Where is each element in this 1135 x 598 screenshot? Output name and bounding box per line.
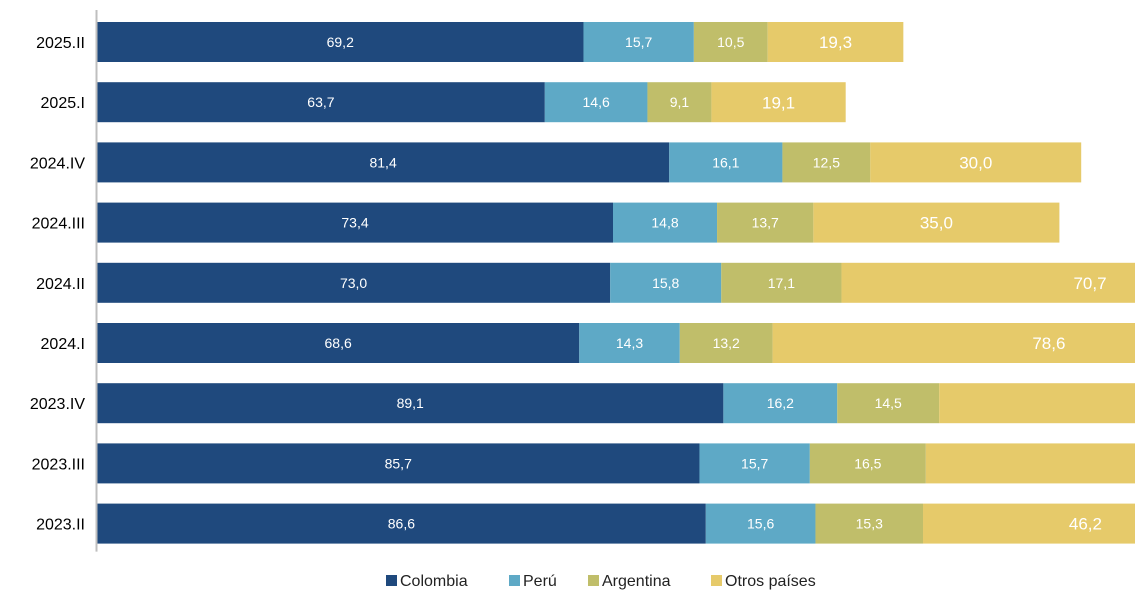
- bar-segment: [613, 202, 718, 243]
- bars-group: [97, 22, 1135, 544]
- category-label: 2025.II: [36, 35, 85, 52]
- data-label: 19,1: [762, 93, 795, 112]
- data-label: 81,4: [369, 154, 396, 170]
- bar-segment: [610, 262, 722, 303]
- data-label: 15,7: [741, 455, 768, 471]
- legend-swatch: [588, 575, 599, 586]
- bar-segment: [809, 443, 926, 484]
- data-label: 69,2: [327, 34, 354, 50]
- bar-segment: [721, 262, 842, 303]
- bar-segment: [97, 323, 580, 363]
- category-label: 2024.III: [32, 216, 85, 233]
- data-label: 17,1: [768, 275, 795, 291]
- data-label: 14,3: [616, 335, 643, 351]
- data-label: 68,6: [325, 335, 352, 351]
- bar-segment: [583, 22, 694, 62]
- data-label: 16,5: [854, 455, 881, 471]
- category-label: 2024.I: [41, 336, 85, 353]
- data-label: 86,6: [388, 516, 415, 532]
- value-labels-group: 69,2 15,7 10,5 19,3 63,7 14,6 9,1 19,1 81,4 16,1 1…: [307, 33, 1106, 534]
- bar-segment: [647, 82, 712, 123]
- data-label: 14,6: [583, 94, 610, 110]
- category-label: 2024.II: [36, 276, 85, 293]
- legend-swatch: [711, 575, 722, 586]
- bar-segment: [97, 22, 584, 62]
- data-label: 14,5: [875, 395, 902, 411]
- data-label: 73,4: [341, 215, 368, 231]
- bar-segment: [711, 82, 846, 123]
- category-label: 2024.IV: [30, 155, 85, 172]
- category-label: 2025.I: [41, 95, 85, 112]
- data-label: 12,5: [813, 154, 840, 170]
- bar-segment: [717, 202, 814, 243]
- bar-segment: [97, 142, 670, 183]
- bar-segment: [815, 503, 924, 544]
- legend-swatch: [386, 575, 397, 586]
- bar-segment: [669, 142, 783, 183]
- category-label: 2023.IV: [30, 396, 85, 413]
- bar-segment: [782, 142, 871, 183]
- bar-segment: [705, 503, 816, 544]
- legend-label: Perú: [523, 573, 557, 590]
- legend-swatch: [509, 575, 520, 586]
- bar-segment: [699, 443, 810, 484]
- data-label: 63,7: [307, 94, 334, 110]
- data-label: 15,6: [747, 516, 774, 532]
- bar-segment: [841, 262, 1135, 303]
- data-label: 16,2: [767, 395, 794, 411]
- data-label: 15,3: [856, 516, 883, 532]
- bar-segment: [772, 323, 1135, 363]
- data-label: 9,1: [670, 94, 690, 110]
- bar-segment: [97, 443, 700, 484]
- bar-segment: [97, 82, 545, 123]
- data-label: 46,2: [1069, 515, 1102, 534]
- data-label: 30,0: [959, 154, 992, 173]
- data-label: 15,7: [625, 34, 652, 50]
- data-label: 73,0: [340, 275, 367, 291]
- bar-segment: [723, 383, 838, 424]
- legend: Colombia Perú Argentina Otros países: [386, 573, 816, 590]
- data-label: 70,7: [1073, 274, 1106, 293]
- data-label: 85,7: [385, 455, 412, 471]
- bar-segment: [870, 142, 1082, 183]
- bar-segment: [693, 22, 768, 62]
- data-label: 15,8: [652, 275, 679, 291]
- data-label: 10,5: [717, 34, 744, 50]
- bar-segment: [97, 202, 613, 243]
- bar-segment: [544, 82, 648, 123]
- data-label: 16,1: [712, 154, 739, 170]
- bar-segment: [767, 22, 904, 62]
- data-label: 89,1: [397, 395, 424, 411]
- data-label: 14,8: [651, 215, 678, 231]
- bar-segment: [97, 383, 724, 424]
- category-labels-group: 2025.II 2025.I 2024.IV 2024.III 2024.II 2024.…: [30, 35, 85, 534]
- bar-segment: [679, 323, 773, 363]
- data-label: 19,3: [819, 33, 852, 52]
- category-label: 2023.II: [36, 517, 85, 534]
- legend-label: Colombia: [400, 573, 468, 590]
- bar-segment: [837, 383, 940, 424]
- legend-label: Argentina: [602, 573, 671, 590]
- legend-label: Otros países: [725, 573, 816, 590]
- category-label: 2023.III: [32, 456, 85, 473]
- data-label: 13,2: [713, 335, 740, 351]
- bar-segment: [925, 443, 1135, 484]
- data-label: 13,7: [752, 215, 779, 231]
- data-label: 35,0: [920, 214, 953, 233]
- bar-segment: [579, 323, 680, 363]
- bar-segment: [97, 262, 611, 303]
- bar-segment: [939, 383, 1135, 424]
- bar-segment: [923, 503, 1135, 544]
- bar-segment: [97, 503, 706, 544]
- bar-segment: [813, 202, 1060, 243]
- data-label: 78,6: [1032, 334, 1065, 353]
